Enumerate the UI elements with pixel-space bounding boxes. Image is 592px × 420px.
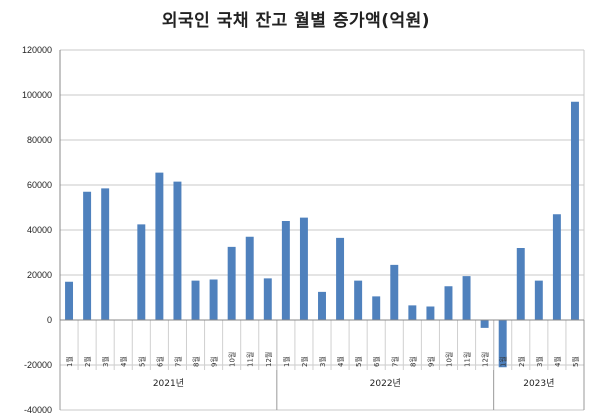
category-label: 9월 xyxy=(210,356,219,367)
category-label: 10월 xyxy=(444,352,453,367)
y-tick-label: 60000 xyxy=(27,180,52,190)
category-label: 9월 xyxy=(426,356,435,367)
category-label: 5월 xyxy=(571,356,580,367)
bar xyxy=(444,286,453,320)
bar xyxy=(534,280,543,320)
y-tick-label: 100000 xyxy=(22,90,52,100)
bar xyxy=(155,172,164,320)
bar xyxy=(281,221,290,320)
category-label: 8월 xyxy=(408,356,417,367)
category-label: 7월 xyxy=(390,356,399,367)
bar xyxy=(263,278,272,320)
category-label: 5월 xyxy=(137,356,146,367)
bar xyxy=(570,101,579,320)
category-label: 10월 xyxy=(228,352,237,367)
bar xyxy=(101,188,110,320)
bar xyxy=(372,296,381,320)
bar xyxy=(408,305,417,320)
category-label: 4월 xyxy=(553,356,562,367)
category-label: 11월 xyxy=(246,352,255,367)
category-label: 7월 xyxy=(173,356,182,367)
category-label: 2월 xyxy=(300,356,309,367)
category-label: 3월 xyxy=(535,356,544,367)
category-label: 8월 xyxy=(192,356,201,367)
category-label: 5월 xyxy=(354,356,363,367)
bar xyxy=(498,320,507,368)
bar xyxy=(245,236,254,320)
category-label: 6월 xyxy=(372,356,381,367)
bar xyxy=(552,214,561,320)
category-label: 1월 xyxy=(499,356,508,367)
y-tick-label: 20000 xyxy=(27,270,52,280)
group-label: 2023년 xyxy=(523,378,554,389)
category-label: 2월 xyxy=(517,356,526,367)
bar xyxy=(318,291,326,320)
bar xyxy=(299,217,308,320)
category-label: 1월 xyxy=(65,356,74,367)
category-label: 11월 xyxy=(463,352,472,367)
bar xyxy=(462,276,471,320)
bar xyxy=(173,181,182,320)
y-tick-label: 120000 xyxy=(22,45,52,55)
bar xyxy=(83,191,92,320)
y-tick-label: -20000 xyxy=(24,360,52,370)
bar xyxy=(227,246,236,320)
bar xyxy=(65,281,74,320)
y-tick-label: 80000 xyxy=(27,135,52,145)
category-label: 3월 xyxy=(101,356,110,367)
bar xyxy=(336,237,345,320)
y-tick-label: 0 xyxy=(47,315,52,325)
bar xyxy=(426,306,435,320)
y-tick-label: -40000 xyxy=(24,405,52,415)
category-label: 6월 xyxy=(155,356,164,367)
category-label: 4월 xyxy=(336,356,345,367)
bar xyxy=(354,280,363,320)
category-label: 4월 xyxy=(119,356,128,367)
bar xyxy=(390,264,399,320)
bar xyxy=(209,279,218,320)
category-label: 12월 xyxy=(264,352,273,367)
bar xyxy=(137,224,146,320)
chart-title: 외국인 국채 잔고 월별 증가액(억원) xyxy=(161,11,431,31)
bar xyxy=(516,248,525,320)
y-tick-label: 40000 xyxy=(27,225,52,235)
bar xyxy=(480,320,489,328)
category-label: 12월 xyxy=(481,352,490,367)
category-label: 1월 xyxy=(282,356,291,367)
group-label: 2021년 xyxy=(153,378,184,389)
group-label: 2022년 xyxy=(370,378,401,389)
category-label: 2월 xyxy=(83,356,92,367)
category-label: 3월 xyxy=(318,356,327,367)
bar xyxy=(191,280,200,320)
